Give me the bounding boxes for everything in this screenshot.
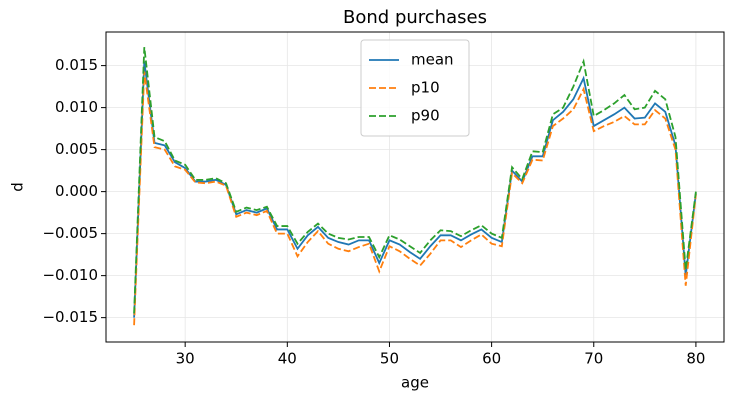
y-tick-label: 0.010 [55, 98, 98, 116]
legend: mean p10 p90 [360, 39, 470, 137]
x-tick-label: 50 [380, 350, 399, 368]
x-tick-label: 30 [176, 350, 195, 368]
y-tick-label: −0.010 [42, 266, 98, 284]
chart-title: Bond purchases [343, 7, 487, 28]
x-axis-label: age [401, 374, 429, 392]
y-axis-label: d [9, 182, 27, 192]
y-tick-label: −0.005 [42, 224, 98, 242]
line-series [133, 47, 697, 314]
legend-label: p10 [411, 79, 440, 97]
legend-label: mean [411, 51, 454, 69]
x-tick-label: 40 [278, 350, 297, 368]
line-series [133, 71, 697, 326]
y-tick-label: 0.000 [55, 182, 98, 200]
legend-box [360, 39, 470, 137]
y-tick-label: 0.015 [55, 56, 98, 74]
x-tick-label: 60 [482, 350, 501, 368]
y-tick-label: 0.005 [55, 140, 98, 158]
legend-label: p90 [411, 107, 440, 125]
plot-frame [105, 31, 725, 343]
x-tick-label: 80 [686, 350, 705, 368]
x-tick-label: 70 [584, 350, 603, 368]
y-tick-label: −0.015 [42, 308, 98, 326]
